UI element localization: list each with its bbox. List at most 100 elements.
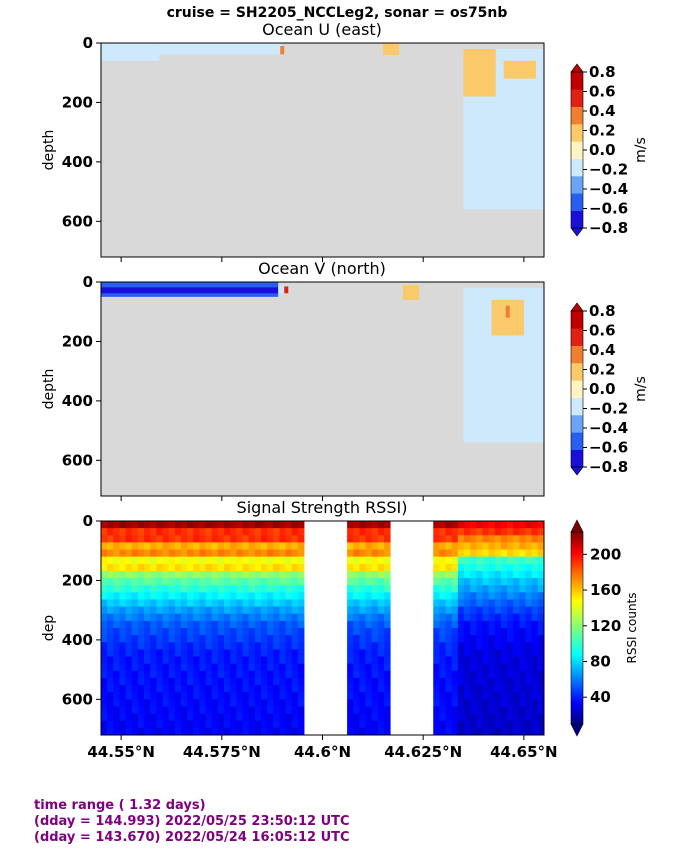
rssi-cell xyxy=(205,685,213,693)
rssi-cell xyxy=(451,535,459,543)
rssi-cell xyxy=(199,606,206,615)
rssi-cell xyxy=(365,521,373,529)
rssi-cell xyxy=(224,635,231,643)
rssi-cell xyxy=(433,685,440,693)
rssi-cell xyxy=(482,727,490,735)
rssi-cell xyxy=(482,528,490,536)
rssi-cell xyxy=(353,656,360,665)
rssi-cell xyxy=(537,570,544,579)
rssi-cell xyxy=(267,528,274,536)
rssi-cell xyxy=(248,521,256,529)
rssi-cell xyxy=(451,649,459,657)
rssi-cell xyxy=(470,663,477,672)
rssi-cell xyxy=(119,620,127,629)
rssi-cell xyxy=(168,556,176,565)
rssi-cell xyxy=(500,521,508,529)
rssi-cell xyxy=(537,727,544,735)
rssi-cell xyxy=(451,585,459,593)
rssi-cell xyxy=(513,656,520,665)
rssi-cell xyxy=(267,613,274,622)
rssi-cell xyxy=(168,549,176,558)
rssi-cell xyxy=(193,685,200,693)
rssi-cell xyxy=(297,720,305,729)
rssi-cell xyxy=(113,606,120,615)
panel-title: Signal Strength RSSI) xyxy=(237,498,408,517)
x-tick-label: 44.65°N xyxy=(490,743,558,761)
rssi-cell xyxy=(384,613,391,622)
rssi-cell xyxy=(377,713,385,722)
rssi-cell xyxy=(180,585,188,593)
rssi-cell xyxy=(156,592,163,600)
rssi-cell xyxy=(168,599,176,607)
rssi-cell xyxy=(211,563,219,572)
rssi-cell xyxy=(205,535,213,543)
rssi-cell xyxy=(242,663,250,672)
rssi-cell xyxy=(457,599,465,607)
rssi-cell xyxy=(199,613,206,622)
rssi-cell xyxy=(537,542,544,550)
rssi-cell xyxy=(347,528,354,536)
rssi-cell xyxy=(439,706,446,714)
rssi-cell xyxy=(297,727,305,735)
rssi-cell xyxy=(137,599,145,607)
rssi-cell xyxy=(513,620,520,629)
rssi-cell xyxy=(359,628,366,636)
rssi-cell xyxy=(476,542,483,550)
rssi-cell xyxy=(174,521,182,529)
rssi-cell xyxy=(168,613,176,622)
rssi-cell xyxy=(248,727,256,735)
rssi-cell xyxy=(279,528,286,536)
rssi-cell xyxy=(174,692,182,700)
rssi-cell xyxy=(433,578,440,586)
rssi-cell xyxy=(273,713,280,722)
rssi-cell xyxy=(267,642,274,650)
rssi-cell xyxy=(236,692,243,700)
rssi-cell xyxy=(180,542,188,550)
rssi-cell xyxy=(297,713,305,722)
rssi-cell xyxy=(211,592,219,600)
velocity-cells xyxy=(101,43,544,210)
rssi-cell xyxy=(180,535,188,543)
rssi-cell xyxy=(260,599,268,607)
colorbar-segment xyxy=(571,449,583,468)
rssi-cell xyxy=(199,692,206,700)
rssi-cell xyxy=(291,592,299,600)
rssi-cell xyxy=(494,635,502,643)
rssi-cell xyxy=(513,542,520,550)
rssi-cell xyxy=(107,727,114,735)
rssi-cell xyxy=(371,535,379,543)
rssi-cell xyxy=(248,628,256,636)
rssi-cell xyxy=(470,699,477,707)
rssi-cell xyxy=(199,578,206,586)
rssi-cell xyxy=(156,720,163,729)
rssi-cell xyxy=(230,656,237,665)
rssi-cell xyxy=(482,585,490,593)
rssi-cell xyxy=(291,635,299,643)
rssi-cell xyxy=(371,663,379,672)
rssi-cell xyxy=(217,613,225,622)
rssi-cell xyxy=(365,542,373,550)
rssi-cell xyxy=(519,685,526,693)
colorbar-extend-top xyxy=(570,519,584,533)
rssi-cell xyxy=(267,727,274,735)
rssi-cell xyxy=(457,563,465,572)
rssi-cell xyxy=(297,677,305,686)
rssi-cell xyxy=(482,592,490,600)
rssi-cell xyxy=(482,642,490,650)
rssi-cell xyxy=(125,699,133,707)
rssi-cell xyxy=(162,563,170,572)
rssi-cell xyxy=(439,663,446,672)
rssi-cell xyxy=(494,685,502,693)
rssi-cell xyxy=(451,670,459,679)
rssi-cell xyxy=(291,649,299,657)
rssi-cell xyxy=(537,713,544,722)
rssi-cell xyxy=(205,656,213,665)
rssi-cell xyxy=(377,706,385,714)
rssi-cell xyxy=(131,592,139,600)
rssi-cell xyxy=(500,549,508,558)
rssi-cell xyxy=(439,727,446,735)
rssi-cell xyxy=(439,699,446,707)
rssi-cell xyxy=(500,699,508,707)
y-tick-label: 600 xyxy=(62,212,93,230)
